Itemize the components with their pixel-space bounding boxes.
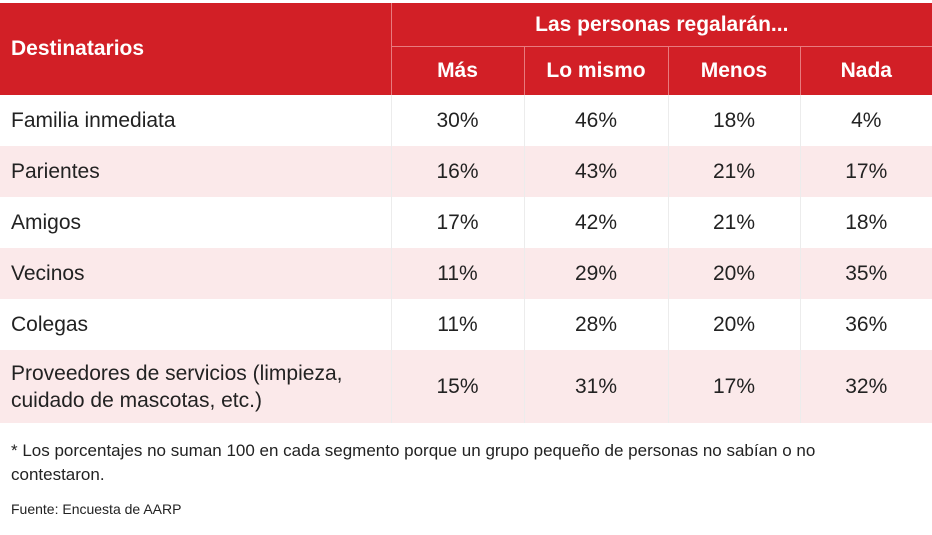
cell-mas: 11% [391, 299, 525, 350]
table-body: Familia inmediata 30% 46% 18% 4% Parient… [0, 95, 932, 423]
cell-mas: 16% [391, 146, 525, 197]
group-column-header: Las personas regalarán... [391, 3, 932, 47]
table-header: Destinatarios Las personas regalarán... … [0, 3, 932, 95]
gift-survey-table: Destinatarios Las personas regalarán... … [0, 3, 932, 423]
column-header-nada: Nada [800, 46, 932, 95]
row-label: Vecinos [0, 248, 392, 299]
cell-mas: 30% [391, 95, 525, 146]
cell-menos: 20% [668, 248, 801, 299]
column-header-lo-mismo: Lo mismo [524, 46, 669, 95]
cell-lo-mismo: 43% [524, 146, 669, 197]
table-row: Proveedores de servicios (limpieza, cuid… [0, 350, 932, 423]
cell-nada: 18% [845, 210, 888, 234]
row-label-line-2: cuidado de mascotas, etc.) [11, 388, 262, 412]
cell-mas: 15% [391, 350, 525, 423]
row-label-line-1: Proveedores de servicios (limpieza, [11, 361, 343, 385]
cell-mas: 11% [391, 248, 525, 299]
cell-lo-mismo: 42% [524, 197, 669, 248]
table-row: Familia inmediata 30% 46% 18% 4% [0, 95, 932, 146]
row-label: Familia inmediata [0, 95, 392, 146]
table-row: Vecinos 11% 29% 20% 35% [0, 248, 932, 299]
recipients-column-header: Destinatarios [0, 3, 392, 95]
cell-lo-mismo: 28% [524, 299, 669, 350]
cell-lo-mismo: 31% [524, 350, 669, 423]
table-row: Parientes 16% 43% 21% 17% [0, 146, 932, 197]
table-row: Colegas 11% 28% 20% 36% [0, 299, 932, 350]
column-header-menos: Menos [668, 46, 801, 95]
footnote: * Los porcentajes no suman 100 en cada s… [11, 441, 816, 484]
row-label: Proveedores de servicios (limpieza, cuid… [0, 350, 392, 423]
cell-nada: 17% [800, 146, 932, 197]
column-header-mas: Más [391, 46, 525, 95]
cell-nada: 35% [800, 248, 932, 299]
row-label: Colegas [0, 299, 392, 350]
cell-lo-mismo: 46% [524, 95, 669, 146]
cell-menos: 17% [668, 350, 801, 423]
cell-lo-mismo: 29% [524, 248, 669, 299]
row-label: Amigos [0, 197, 392, 248]
table-row: Amigos 17% 42% 21% 18% [0, 197, 932, 248]
cell-menos: 21% [668, 197, 801, 248]
source-credit: Fuente: Encuesta de AARP [11, 501, 182, 517]
cell-menos: 21% [668, 146, 801, 197]
row-label: Parientes [0, 146, 392, 197]
cell-menos: 20% [668, 299, 801, 350]
cell-nada: 32% [800, 350, 932, 423]
cell-menos: 18% [668, 95, 801, 146]
cell-nada: 4% [851, 108, 882, 132]
cell-nada: 36% [845, 312, 888, 336]
cell-mas: 17% [391, 197, 525, 248]
